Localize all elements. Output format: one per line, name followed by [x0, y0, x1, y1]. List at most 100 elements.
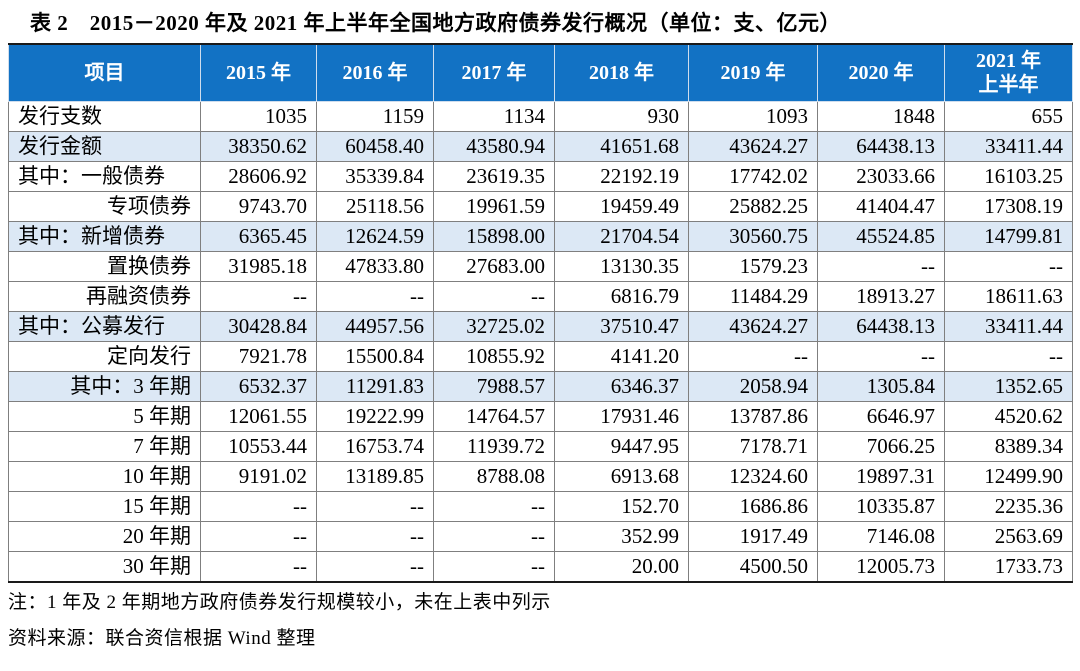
row-label: 其中：3 年期	[8, 371, 201, 402]
data-cell: 1305.84	[817, 371, 945, 402]
data-cell: 1134	[433, 101, 555, 132]
table-footnotes: 注：1 年及 2 年期地方政府债券发行规模较小，未在上表中列示 资料来源：联合资…	[8, 593, 1080, 648]
data-cell: 1733.73	[944, 551, 1073, 583]
data-cell: 1848	[817, 101, 945, 132]
column-header: 2021 年 上半年	[944, 43, 1073, 102]
table-row: 其中：3 年期 6532.37 11291.83 7988.57 6346.37 2058…	[8, 371, 1073, 402]
data-cell: 11291.83	[316, 371, 434, 402]
row-label: 发行支数	[8, 101, 201, 132]
data-cell: 35339.84	[316, 161, 434, 192]
row-label: 其中：新增债券	[8, 221, 201, 252]
data-cell: 30428.84	[200, 311, 317, 342]
data-cell: 43580.94	[433, 131, 555, 162]
column-header: 2015 年	[200, 43, 317, 102]
data-cell: 64438.13	[817, 311, 945, 342]
data-cell: 64438.13	[817, 131, 945, 162]
data-cell: 7066.25	[817, 431, 945, 462]
data-cell: 1352.65	[944, 371, 1073, 402]
data-cell: --	[433, 521, 555, 552]
data-cell: --	[944, 341, 1073, 372]
row-label: 10 年期	[8, 461, 201, 492]
data-cell: --	[316, 491, 434, 522]
data-cell: 11484.29	[688, 281, 818, 312]
data-cell: 12061.55	[200, 401, 317, 432]
data-cell: 28606.92	[200, 161, 317, 192]
data-cell: 21704.54	[554, 221, 689, 252]
data-cell: 19459.49	[554, 191, 689, 222]
data-cell: 1686.86	[688, 491, 818, 522]
table-row: 5 年期 12061.55 19222.99 14764.57 17931.46 1378…	[8, 401, 1073, 432]
data-cell: --	[944, 251, 1073, 282]
data-cell: 33411.44	[944, 131, 1073, 162]
footnote-scope: 注：1 年及 2 年期地方政府债券发行规模较小，未在上表中列示	[8, 592, 551, 613]
data-cell: 12499.90	[944, 461, 1073, 492]
table-row: 定向发行 7921.78 15500.84 10855.92 4141.20 -- -- --	[8, 341, 1073, 372]
data-cell: 1917.49	[688, 521, 818, 552]
data-cell: --	[316, 281, 434, 312]
data-cell: 17931.46	[554, 401, 689, 432]
data-cell: 1579.23	[688, 251, 818, 282]
data-cell: 6532.37	[200, 371, 317, 402]
data-cell: 4141.20	[554, 341, 689, 372]
data-cell: 7146.08	[817, 521, 945, 552]
data-cell: 1093	[688, 101, 818, 132]
data-cell: 23033.66	[817, 161, 945, 192]
data-cell: 19222.99	[316, 401, 434, 432]
data-cell: 15898.00	[433, 221, 555, 252]
data-cell: 41404.47	[817, 191, 945, 222]
column-header: 项目	[8, 43, 201, 102]
column-header: 2018 年	[554, 43, 689, 102]
table-row: 其中：一般债券 28606.92 35339.84 23619.35 22192.19 1…	[8, 161, 1073, 192]
data-cell: 6365.45	[200, 221, 317, 252]
data-cell: 10335.87	[817, 491, 945, 522]
row-label: 再融资债券	[8, 281, 201, 312]
footnote-source: 资料来源：联合资信根据 Wind 整理	[8, 628, 316, 649]
data-cell: 9743.70	[200, 191, 317, 222]
data-cell: 152.70	[554, 491, 689, 522]
bond-issuance-table: 项目 2015 年 2016 年 2017 年 2018 年 2019 年 2020 年 20…	[8, 43, 1073, 583]
data-cell: 16103.25	[944, 161, 1073, 192]
table-title: 表 2 2015－2020 年及 2021 年上半年全国地方政府债券发行概况（单…	[30, 11, 841, 35]
table-row: 20 年期 -- -- -- 352.99 1917.49 7146.08 2563.69	[8, 521, 1073, 552]
data-cell: 12324.60	[688, 461, 818, 492]
data-cell: 20.00	[554, 551, 689, 583]
table-row: 再融资债券 -- -- -- 6816.79 11484.29 18913.27 18611.…	[8, 281, 1073, 312]
data-cell: 6816.79	[554, 281, 689, 312]
data-cell: --	[433, 281, 555, 312]
data-cell: 13189.85	[316, 461, 434, 492]
column-header: 2019 年	[688, 43, 818, 102]
data-cell: 1035	[200, 101, 317, 132]
data-cell: 32725.02	[433, 311, 555, 342]
column-header: 2017 年	[433, 43, 555, 102]
table-row: 10 年期 9191.02 13189.85 8788.08 6913.68 12324.…	[8, 461, 1073, 492]
table-row: 7 年期 10553.44 16753.74 11939.72 9447.95 7178.…	[8, 431, 1073, 462]
column-header: 2016 年	[316, 43, 434, 102]
table-row: 15 年期 -- -- -- 152.70 1686.86 10335.87 2235.36	[8, 491, 1073, 522]
table-row: 其中：公募发行 30428.84 44957.56 32725.02 37510.47 4…	[8, 311, 1073, 342]
data-cell: 18913.27	[817, 281, 945, 312]
data-cell: 22192.19	[554, 161, 689, 192]
data-cell: 4520.62	[944, 401, 1073, 432]
data-cell: 2058.94	[688, 371, 818, 402]
data-cell: 31985.18	[200, 251, 317, 282]
table-header-row: 项目 2015 年 2016 年 2017 年 2018 年 2019 年 2020 年 20…	[8, 43, 1073, 102]
data-cell: --	[316, 551, 434, 583]
data-cell: 11939.72	[433, 431, 555, 462]
data-cell: 7988.57	[433, 371, 555, 402]
table-row: 30 年期 -- -- -- 20.00 4500.50 12005.73 1733.73	[8, 551, 1073, 583]
data-cell: 43624.27	[688, 311, 818, 342]
data-cell: 930	[554, 101, 689, 132]
data-cell: 45524.85	[817, 221, 945, 252]
data-cell: 7921.78	[200, 341, 317, 372]
row-label: 其中：一般债券	[8, 161, 201, 192]
data-cell: 27683.00	[433, 251, 555, 282]
data-cell: 9191.02	[200, 461, 317, 492]
data-cell: 19961.59	[433, 191, 555, 222]
data-cell: 18611.63	[944, 281, 1073, 312]
data-cell: 6346.37	[554, 371, 689, 402]
data-cell: 12624.59	[316, 221, 434, 252]
data-cell: 655	[944, 101, 1073, 132]
data-cell: 9447.95	[554, 431, 689, 462]
table-row: 发行支数 1035 1159 1134 930 1093 1848 655	[8, 101, 1073, 132]
row-label: 15 年期	[8, 491, 201, 522]
